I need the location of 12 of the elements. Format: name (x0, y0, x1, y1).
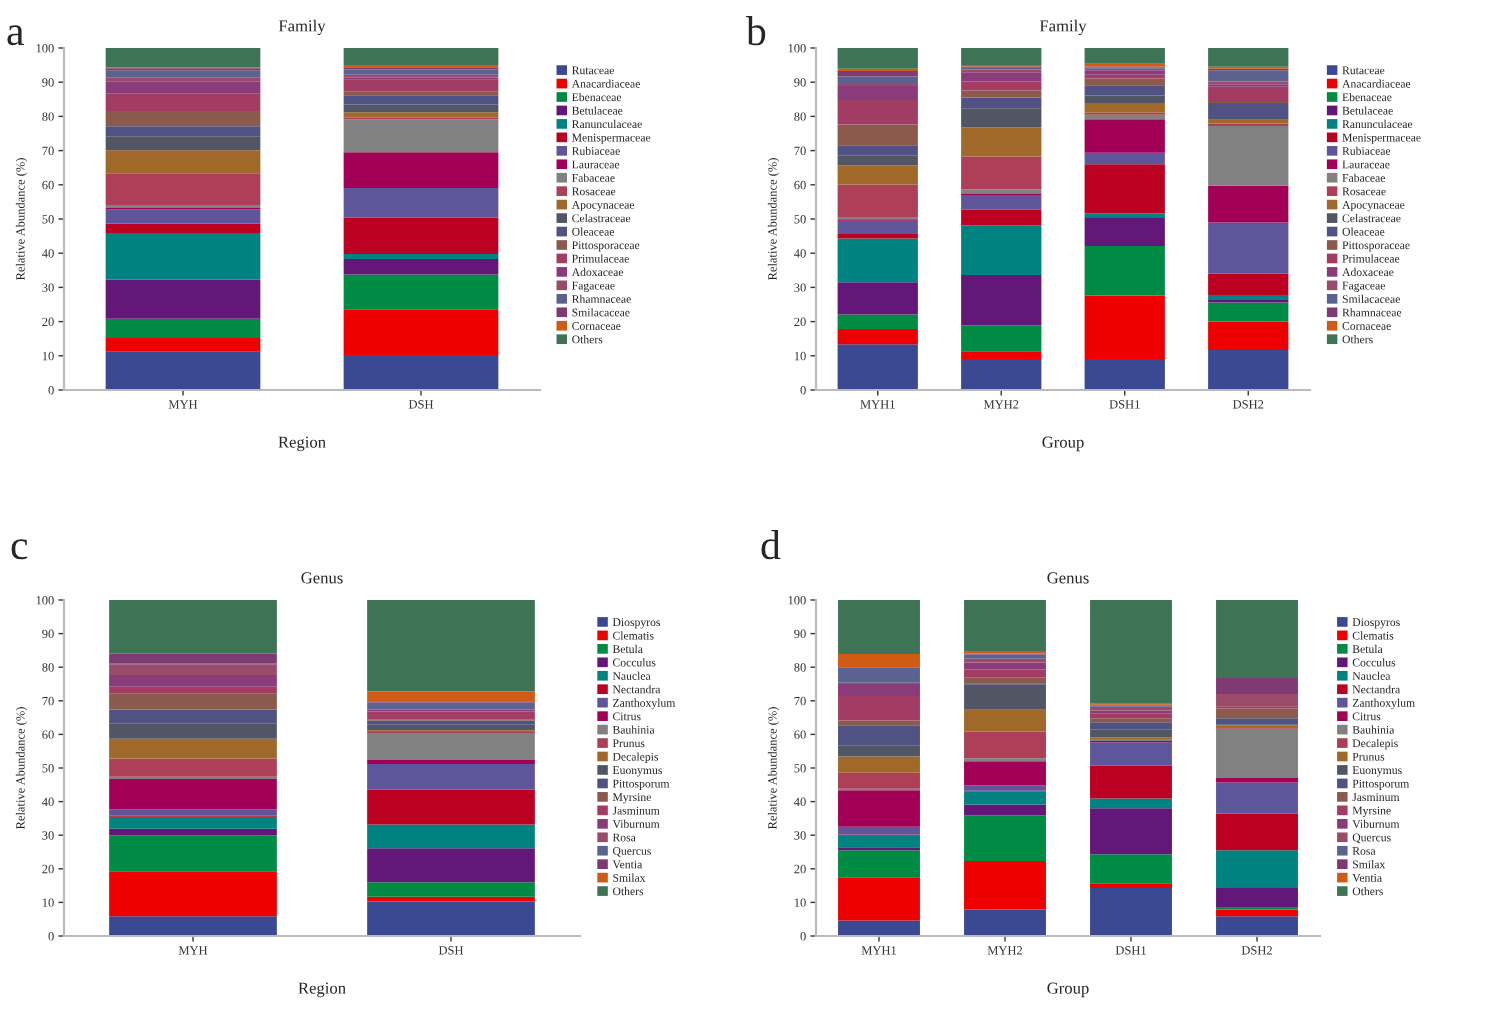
text: a (7, 25, 24, 46)
x-axis-title: Group (1042, 436, 1084, 452)
x-axis-title: Region (298, 982, 346, 998)
x-axis-title: Region (278, 436, 326, 452)
chart-title: Genus (301, 572, 343, 584)
chart-title: Family (278, 19, 326, 35)
chart-title: Family (1039, 19, 1087, 35)
text: b (746, 16, 766, 46)
chart-title: Genus (1047, 572, 1089, 584)
text: d (761, 530, 781, 560)
x-axis-title: Group (1047, 982, 1089, 998)
text: c (11, 539, 28, 560)
